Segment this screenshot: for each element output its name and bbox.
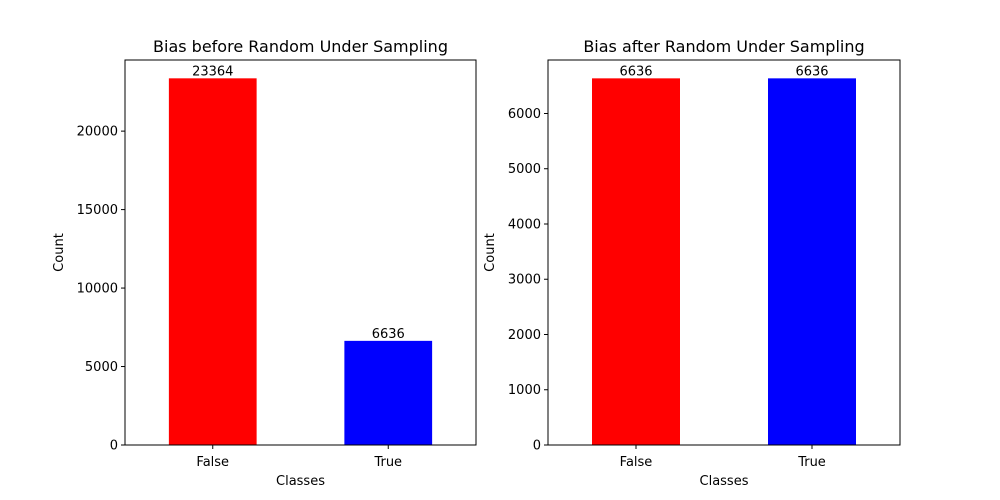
y-tick-label: 0: [533, 439, 541, 454]
bar-false: [592, 78, 680, 445]
y-tick-label: 10000: [77, 282, 118, 297]
bar-true: [344, 340, 433, 445]
y-tick-label: 15000: [77, 203, 118, 218]
bar-true: [768, 78, 856, 445]
y-tick-label: 1000: [508, 383, 541, 398]
x-tick-label: False: [620, 455, 653, 470]
y-tick-label: 5000: [85, 360, 118, 375]
chart-title: Bias after Random Under Sampling: [583, 37, 864, 56]
plot-frame: [124, 59, 477, 446]
x-tick-label: False: [196, 455, 229, 470]
y-tick-label: 3000: [508, 273, 541, 288]
data-label: 6636: [372, 327, 405, 342]
x-tick-label: True: [373, 455, 402, 470]
y-tick-label: 5000: [508, 162, 541, 177]
y-tick-label: 4000: [508, 217, 541, 232]
y-tick-label: 2000: [508, 328, 541, 343]
chart-before: Bias before Random Under Sampling 0 5000 1…: [52, 37, 477, 489]
data-label: 6636: [795, 64, 828, 79]
y-axis-label: Count: [483, 233, 498, 272]
plot-frame: [547, 59, 901, 446]
data-label: 6636: [619, 64, 652, 79]
chart-after: Bias after Random Under Sampling 0 1000 20…: [483, 37, 901, 489]
y-tick-label: 0: [110, 439, 118, 454]
x-axis-label: Classes: [276, 474, 325, 489]
y-tick-label: 20000: [77, 125, 118, 140]
y-axis-label: Count: [52, 233, 67, 272]
x-axis-label: Classes: [700, 474, 749, 489]
chart-title: Bias before Random Under Sampling: [153, 37, 448, 56]
y-tick-label: 6000: [508, 107, 541, 122]
bar-false: [168, 78, 257, 445]
x-tick-label: True: [797, 455, 826, 470]
data-label: 23364: [192, 64, 233, 79]
